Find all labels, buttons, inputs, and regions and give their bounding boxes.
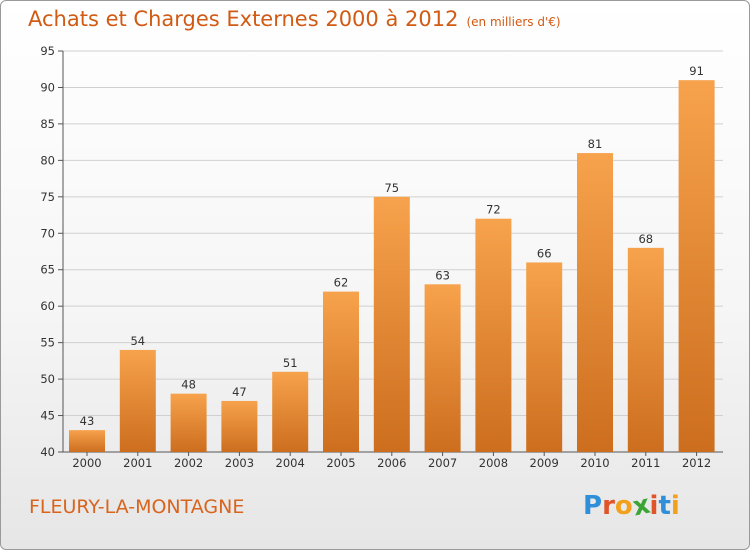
chart-title: Achats et Charges Externes 2000 à 2012 (e…: [28, 7, 561, 31]
logo-letter: i: [649, 491, 659, 521]
x-tick-label-2001: 2001: [123, 456, 152, 470]
commune-name: FLEURY-LA-MONTAGNE: [29, 496, 245, 518]
data-label-2010: 81: [588, 137, 603, 151]
data-label-2000: 43: [80, 414, 95, 428]
y-tick-label: 55: [40, 336, 55, 350]
y-tick-label: 50: [40, 372, 55, 386]
x-tick-label-2000: 2000: [72, 456, 101, 470]
data-label-2002: 48: [181, 378, 196, 392]
data-label-2006: 75: [384, 181, 399, 195]
y-tick-label: 95: [40, 44, 55, 58]
data-label-2004: 51: [283, 356, 298, 370]
x-tick-label-2006: 2006: [377, 456, 406, 470]
x-tick-label-2004: 2004: [276, 456, 305, 470]
bar-2000: [69, 430, 105, 452]
data-label-2009: 66: [537, 246, 552, 260]
x-tick-label-2009: 2009: [530, 456, 559, 470]
y-tick-label: 85: [40, 117, 55, 131]
y-tick-label: 70: [40, 226, 55, 240]
y-tick-label: 45: [40, 409, 55, 423]
bar-2007: [424, 284, 461, 452]
y-tick-label: 65: [40, 263, 55, 277]
bars: [69, 80, 715, 452]
bar-2009: [526, 262, 563, 452]
x-tick-label-2005: 2005: [326, 456, 355, 470]
x-tick-labels: 2000 2001 2002 2003 2004 2005 2006 2007 2008 2009…: [72, 456, 711, 470]
y-tick-label: 60: [40, 299, 55, 313]
x-tick-label-2010: 2010: [580, 456, 609, 470]
logo-letter: t: [658, 491, 671, 521]
chart-title-text: Achats et Charges Externes 2000 à 2012: [28, 7, 459, 31]
x-tick-label-2007: 2007: [428, 456, 457, 470]
bar-2003: [221, 400, 258, 452]
data-label-2005: 62: [334, 276, 349, 290]
bar-2011: [627, 247, 664, 452]
x-tick-label-2012: 2012: [682, 456, 711, 470]
y-tick-label: 80: [40, 153, 55, 167]
bar-2006: [373, 196, 410, 452]
chart-unit: (en milliers d'€): [466, 15, 561, 29]
bar-2001: [119, 349, 156, 452]
y-tick-label: 75: [40, 190, 55, 204]
bar-2002: [170, 393, 207, 452]
bar-2008: [475, 218, 512, 452]
data-labels: 43 54 48 47 51 62 75 63 72 66 81 68 91: [80, 64, 704, 428]
x-tick-label-2002: 2002: [174, 456, 203, 470]
x-tick-label-2003: 2003: [225, 456, 254, 470]
logo-letter: o: [614, 491, 633, 521]
bar-2004: [272, 371, 309, 452]
data-label-2008: 72: [486, 203, 501, 217]
logo-letter: i: [670, 491, 680, 521]
bar-2005: [323, 291, 359, 452]
data-label-2001: 54: [130, 334, 145, 348]
data-label-2003: 47: [232, 385, 247, 399]
proxiti-logo[interactable]: Proxiti: [583, 490, 680, 523]
x-tick-label-2008: 2008: [479, 456, 508, 470]
y-tick-labels: 40 45 50 55 60 65 70 75 80 85 90 95: [40, 44, 55, 459]
data-label-2011: 68: [638, 232, 653, 246]
data-label-2012: 91: [689, 64, 704, 78]
logo-letter: r: [602, 491, 615, 521]
bar-2010: [577, 153, 613, 452]
x-tick-label-2011: 2011: [631, 456, 660, 470]
logo-letter: P: [583, 491, 603, 521]
data-label-2007: 63: [435, 268, 450, 282]
y-tick-label: 90: [40, 80, 55, 94]
y-tick-label: 40: [40, 445, 55, 459]
bar-2012: [678, 80, 715, 452]
